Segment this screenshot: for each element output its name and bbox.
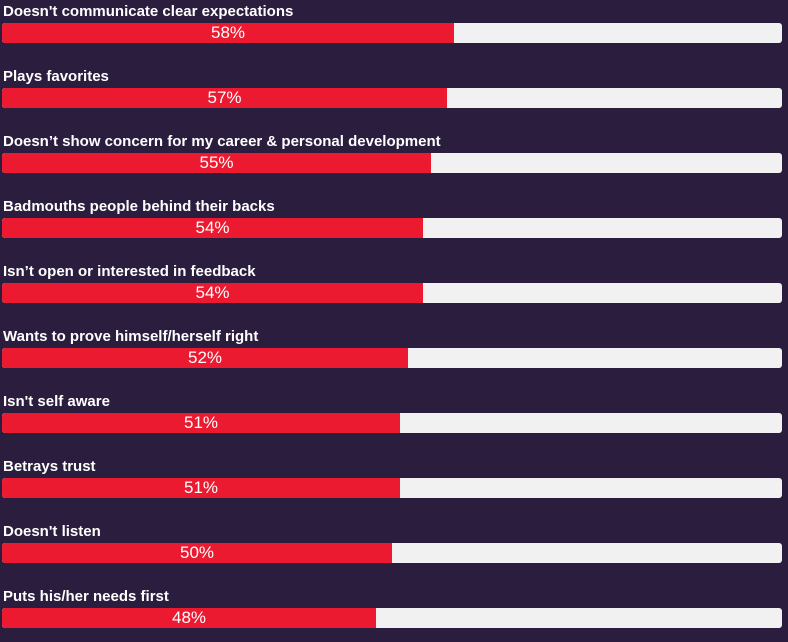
bar-category-label: Wants to prove himself/herself right	[3, 328, 259, 345]
bar-value-label: 52%	[187, 348, 223, 367]
bar-category-label: Doesn’t show concern for my career & per…	[3, 133, 441, 150]
bar-row: Badmouths people behind their backs 54%	[2, 195, 782, 250]
bar-row: Puts his/her needs first 48%	[2, 585, 782, 640]
bar-track: 54%	[2, 283, 782, 303]
bar-row: Wants to prove himself/herself right 52%	[2, 325, 782, 380]
bar-fill	[2, 283, 423, 303]
bar-fill	[2, 153, 431, 173]
bar-track: 58%	[2, 23, 782, 43]
bar-value-label: 54%	[195, 218, 230, 237]
bar-track: 52%	[2, 348, 782, 368]
bar-track: 50%	[2, 543, 782, 563]
bar-fill	[2, 348, 408, 368]
bar-row: Betrays trust 51%	[2, 455, 782, 510]
bar-value-label: 51%	[183, 478, 219, 497]
bar-row: Doesn’t show concern for my career & per…	[2, 130, 782, 185]
bar-category-label: Isn't self aware	[3, 393, 110, 410]
bar-category-label: Puts his/her needs first	[3, 588, 169, 605]
bar-fill	[2, 413, 400, 433]
bar-track: 51%	[2, 478, 782, 498]
bar-category-label: Badmouths people behind their backs	[3, 198, 275, 215]
bar-fill	[2, 88, 447, 108]
bar-track: 51%	[2, 413, 782, 433]
bar-row: Plays favorites 57%	[2, 65, 782, 120]
bar-row: Doesn't listen 50%	[2, 520, 782, 575]
bar-fill	[2, 478, 400, 498]
bar-track: 57%	[2, 88, 782, 108]
bar-track: 54%	[2, 218, 782, 238]
bar-fill	[2, 23, 454, 43]
bar-value-label: 50%	[179, 543, 215, 562]
bar-row: Doesn't communicate clear expectations 58…	[2, 0, 782, 55]
bar-value-label: 48%	[171, 608, 207, 627]
bar-fill	[2, 218, 423, 238]
bar-value-label: 54%	[195, 283, 230, 302]
bar-value-label: 51%	[183, 413, 219, 432]
bar-category-label: Betrays trust	[3, 458, 96, 475]
bar-row: Isn’t open or interested in feedback 54%	[2, 260, 782, 315]
bar-category-label: Doesn't communicate clear expectations	[3, 3, 294, 20]
bar-track: 48%	[2, 608, 782, 628]
bar-track: 55%	[2, 153, 782, 173]
bar-value-label: 57%	[207, 88, 242, 107]
bar-value-label: 55%	[199, 153, 234, 172]
bar-value-label: 58%	[210, 23, 246, 42]
bar-fill	[2, 608, 376, 628]
bar-category-label: Doesn't listen	[3, 523, 101, 540]
bar-fill	[2, 543, 392, 563]
bar-category-label: Plays favorites	[3, 68, 109, 85]
bar-row: Isn't self aware 51%	[2, 390, 782, 445]
bar-category-label: Isn’t open or interested in feedback	[3, 263, 256, 280]
